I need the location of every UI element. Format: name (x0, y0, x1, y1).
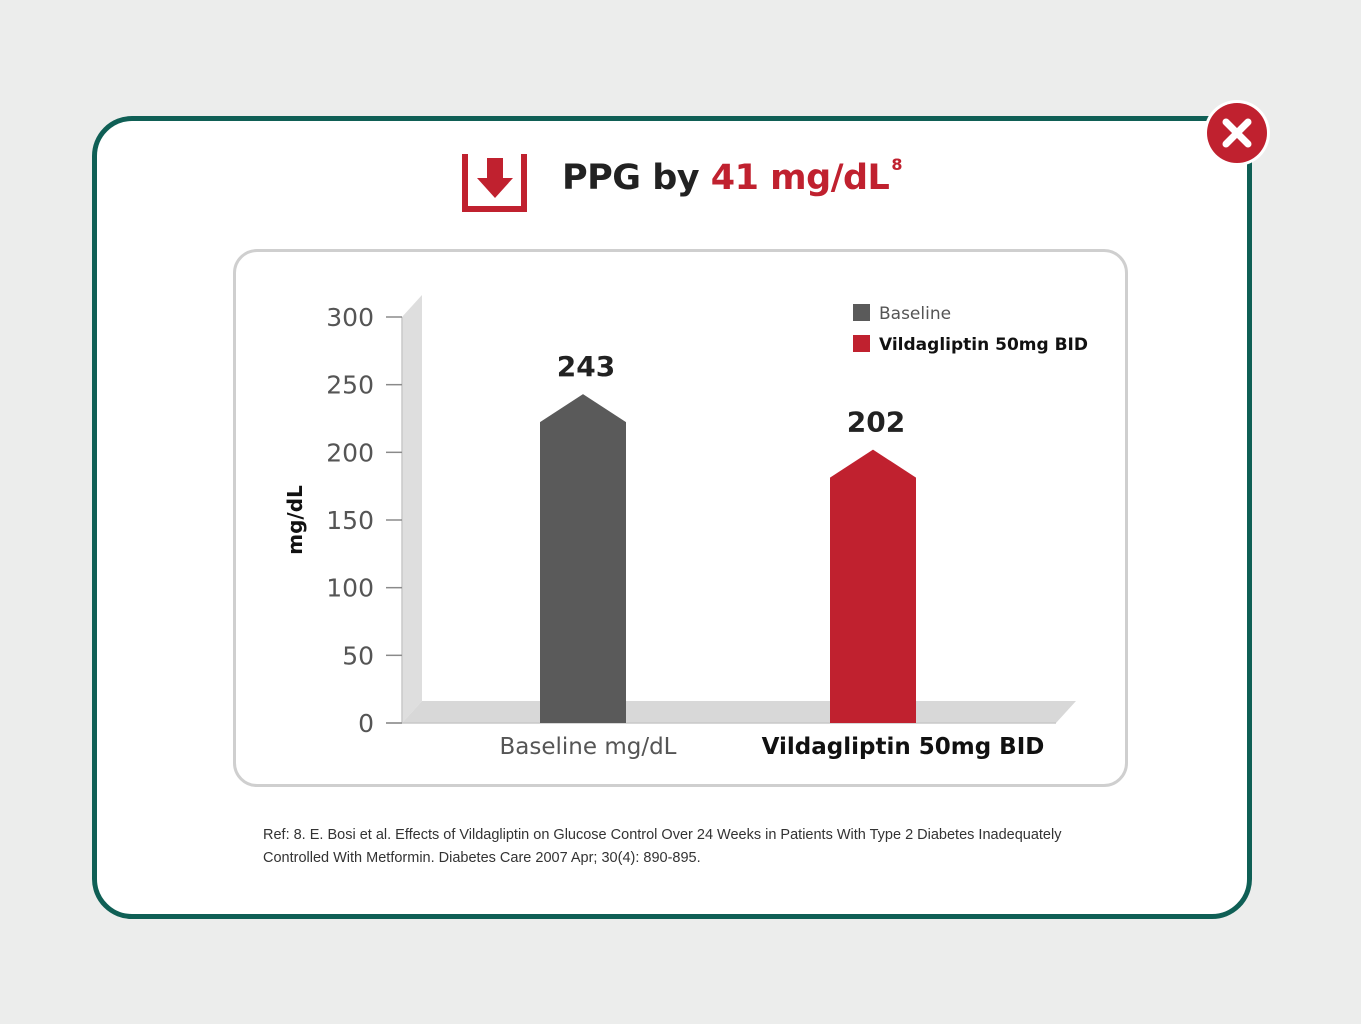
chart-back-wall (402, 295, 422, 723)
chart-panel: 0 50 100 150 200 250 300 mg/dL 243 Baseline mg/dL… (233, 249, 1128, 787)
legend-label: Baseline (879, 304, 951, 324)
bar-chart: 0 50 100 150 200 250 300 mg/dL 243 Baseline mg/dL… (283, 295, 1088, 760)
title-accent: 41 mg/dL (710, 158, 890, 198)
reference-text: Ref: 8. E. Bosi et al. Effects of Vildag… (263, 827, 1062, 866)
title-prefix: PPG by (562, 158, 711, 198)
title-superscript: 8 (891, 155, 902, 175)
x-category-label: Vildagliptin 50mg BID (762, 734, 1045, 760)
down-arrow-box-icon (462, 154, 527, 212)
y-axis-title: mg/dL (283, 485, 307, 555)
y-tick-label: 50 (342, 641, 374, 670)
bar-data-label: 243 (557, 350, 615, 383)
bar (830, 449, 916, 723)
page-title: PPG by 41 mg/dL 8 (562, 155, 902, 198)
y-tick-label: 150 (326, 506, 374, 535)
close-icon (1222, 118, 1252, 148)
modal-header: PPG by 41 mg/dL 8 (460, 150, 920, 216)
legend-swatch (853, 335, 870, 352)
bar (540, 394, 626, 723)
y-tick-label: 300 (326, 303, 374, 332)
x-category-label: Baseline mg/dL (500, 734, 677, 760)
legend-label: Vildagliptin 50mg BID (879, 335, 1088, 355)
y-tick-label: 250 (326, 371, 374, 400)
close-button[interactable] (1207, 103, 1267, 163)
y-tick-label: 200 (326, 438, 374, 467)
y-tick-label: 100 (326, 574, 374, 603)
y-tick-label: 0 (358, 709, 374, 738)
legend-swatch (853, 304, 870, 321)
bar-data-label: 202 (847, 406, 905, 439)
chart-floor (402, 701, 1076, 723)
